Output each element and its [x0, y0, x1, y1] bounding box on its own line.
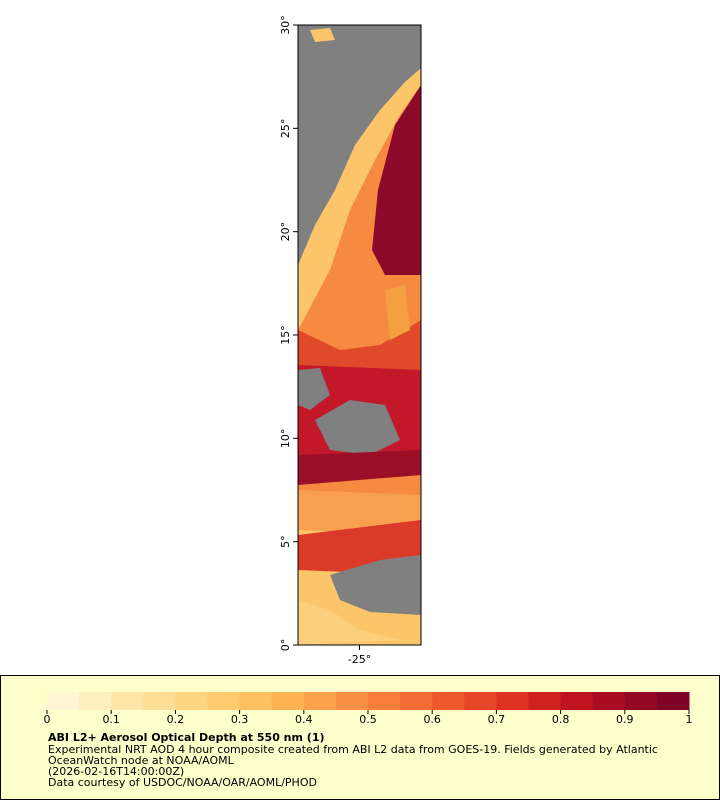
colorbar-cell	[79, 692, 112, 710]
colorbar-cell	[496, 692, 529, 710]
lat-tick-label: 20°	[279, 222, 292, 242]
colorbar-cell	[47, 692, 80, 710]
colorbar-cell	[207, 692, 241, 710]
legend-line: Data courtesy of USDOC/NOAA/OAR/AOML/PHO…	[48, 776, 317, 789]
colorbar-tick-label: 0.5	[359, 713, 377, 726]
colorbar-cell	[175, 692, 208, 710]
lat-tick-label: 0°	[279, 639, 292, 652]
colorbar-cell	[368, 692, 401, 710]
colorbar-cell	[592, 692, 626, 710]
colorbar-cell	[400, 692, 433, 710]
lat-tick-label: 15°	[279, 325, 292, 345]
colorbar-tick-label: 0.2	[167, 713, 185, 726]
lat-tick-label: 25°	[279, 119, 292, 139]
lat-tick-label: 5°	[279, 535, 292, 548]
map-raster	[297, 24, 422, 646]
colorbar: 0 0.1 0.2 0.3 0.4 0.5 0.6 0.7 0.8 0.9 1	[44, 692, 693, 726]
legend-line: Experimental NRT AOD 4 hour composite cr…	[48, 743, 658, 756]
legend-title: ABI L2+ Aerosol Optical Depth at 550 nm …	[48, 731, 325, 744]
colorbar-cell	[239, 692, 273, 710]
colorbar-tick-label: 1	[686, 713, 693, 726]
colorbar-cell	[464, 692, 497, 710]
colorbar-tick-label: 0.1	[102, 713, 120, 726]
colorbar-tick-label: 0.8	[552, 713, 570, 726]
colorbar-tick-label: 0.6	[423, 713, 441, 726]
map-axes: 0° 5° 10° 15° 20° 25° 30° -25°	[279, 15, 371, 666]
colorbar-cell	[271, 692, 305, 710]
lat-tick-label: 10°	[279, 429, 292, 449]
colorbar-cell	[656, 692, 690, 710]
legend-line: (2026-02-16T14:00:00Z)	[48, 765, 184, 778]
colorbar-cell	[432, 692, 465, 710]
colorbar-tick-label: 0	[44, 713, 51, 726]
legend-line: OceanWatch node at NOAA/AOML	[48, 754, 235, 767]
colorbar-cell	[560, 692, 594, 710]
colorbar-tick-label: 0.3	[231, 713, 249, 726]
colorbar-tick-label: 0.9	[616, 713, 634, 726]
colorbar-cell	[143, 692, 176, 710]
colorbar-cell	[624, 692, 658, 710]
colorbar-tick-label: 0.4	[295, 713, 313, 726]
colorbar-cell	[528, 692, 562, 710]
lat-tick-label: 30°	[279, 15, 292, 35]
colorbar-cell	[111, 692, 144, 710]
colorbar-tick-label: 0.7	[488, 713, 506, 726]
lon-tick-label: -25°	[348, 653, 371, 666]
colorbar-cell	[303, 692, 337, 710]
colorbar-cell	[335, 692, 369, 710]
